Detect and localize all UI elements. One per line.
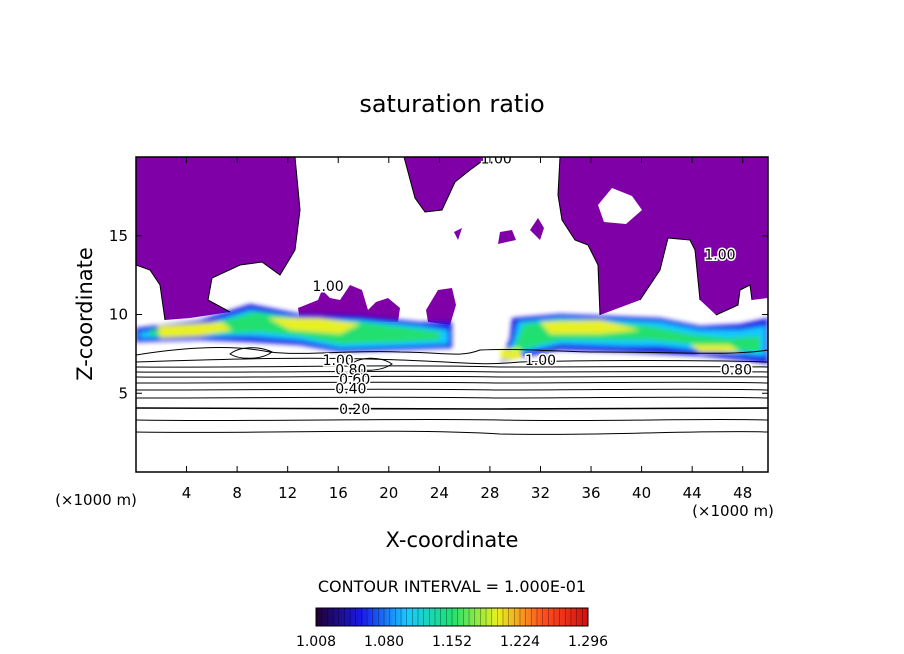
x-axis-unit-left: (×1000 m) bbox=[55, 491, 137, 509]
contour-label: 0.40 bbox=[335, 382, 366, 398]
clear-hole bbox=[598, 188, 642, 224]
x-axis-label: X-coordinate bbox=[386, 528, 519, 552]
x-tick-label: 44 bbox=[683, 484, 702, 502]
x-tick-label: 48 bbox=[733, 484, 752, 502]
colorbar-stripes bbox=[321, 608, 583, 626]
colorbar-tick-label: 1.224 bbox=[500, 634, 540, 650]
colorbar-tick-label: 1.008 bbox=[296, 634, 336, 650]
contour-interval-text: CONTOUR INTERVAL = 1.000E-01 bbox=[318, 577, 586, 596]
x-tick-label: 36 bbox=[581, 484, 600, 502]
contour-label: 1.00 bbox=[323, 353, 354, 369]
colorbar-tick-labels: 1.008 1.080 1.152 1.224 1.296 bbox=[296, 634, 608, 650]
x-tick-label: 40 bbox=[632, 484, 651, 502]
y-axis-label: Z-coordinate bbox=[73, 247, 97, 381]
x-axis-unit-right: (×1000 m) bbox=[692, 502, 774, 520]
x-tick-label: 16 bbox=[329, 484, 348, 502]
contour-label: 1.00 bbox=[481, 152, 512, 168]
contour-label: 1.00 bbox=[704, 248, 735, 264]
contour-label: 0.80 bbox=[335, 363, 366, 379]
colorbar-tick-label: 1.296 bbox=[568, 634, 608, 650]
color-band bbox=[136, 304, 768, 364]
x-axis-ticks: 4 8 12 16 20 24 28 32 36 40 44 48 bbox=[182, 157, 752, 502]
contour-label: 1.00 bbox=[525, 353, 556, 369]
contour-labels: 1.001.001.001.00 1.000.80 0.800.600.400.20 bbox=[311, 152, 753, 420]
y-tick-label: 15 bbox=[109, 227, 128, 245]
x-tick-label: 4 bbox=[182, 484, 192, 502]
colorbar: 1.008 1.080 1.152 1.224 1.296 bbox=[296, 607, 608, 650]
x-tick-label: 32 bbox=[531, 484, 550, 502]
y-tick-label: 10 bbox=[109, 306, 128, 324]
x-tick-label: 8 bbox=[232, 484, 242, 502]
colorbar-tick-label: 1.080 bbox=[364, 634, 404, 650]
x-tick-label: 24 bbox=[430, 484, 449, 502]
x-tick-label: 20 bbox=[379, 484, 398, 502]
contour-label: 1.00 bbox=[313, 279, 344, 295]
chart-title: saturation ratio bbox=[359, 90, 544, 118]
y-tick-label: 5 bbox=[118, 384, 128, 402]
contour-label: 0.60 bbox=[339, 372, 370, 388]
contour-lines bbox=[136, 157, 768, 435]
colorbar-tick-label: 1.152 bbox=[432, 634, 472, 650]
contour-label: 0.20 bbox=[339, 402, 370, 418]
x-tick-label: 28 bbox=[480, 484, 499, 502]
x-tick-label: 12 bbox=[278, 484, 297, 502]
plot-area: 1.001.001.001.00 1.000.80 0.800.600.400.20 bbox=[136, 152, 768, 472]
y-axis-ticks: 5 10 15 bbox=[109, 227, 768, 402]
contour-label: 0.80 bbox=[721, 363, 752, 379]
